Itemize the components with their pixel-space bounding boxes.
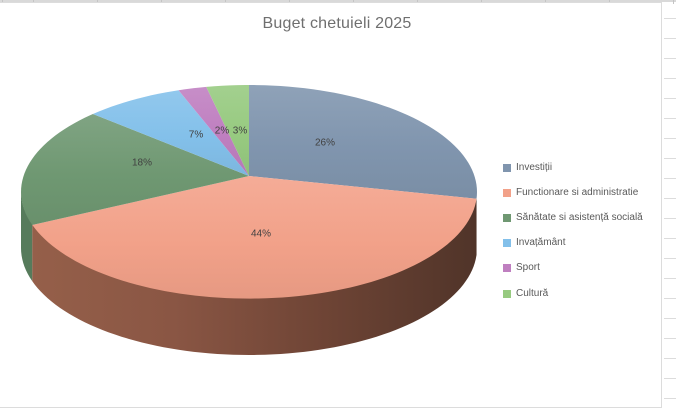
legend-item-2[interactable]: Sănătate si asistență socială — [503, 205, 643, 230]
data-label-1: 44% — [251, 229, 271, 240]
legend-swatch — [503, 289, 511, 298]
chart-legend[interactable]: Investiții Functionare si administratie Să… — [503, 155, 643, 306]
legend-swatch — [503, 239, 511, 248]
row-gridline — [664, 278, 676, 279]
row-gridline — [664, 338, 676, 339]
legend-swatch — [503, 264, 511, 273]
data-label-5: 3% — [233, 126, 248, 137]
legend-item-4[interactable]: Sport — [503, 256, 643, 281]
legend-item-0[interactable]: Investiții — [503, 155, 643, 180]
chart-title[interactable]: Buget chetuieli 2025 — [262, 15, 412, 32]
row-gridline — [664, 378, 676, 379]
row-gridline — [664, 398, 676, 399]
row-gridline — [664, 158, 676, 159]
row-gridline — [664, 18, 676, 19]
row-gridline — [664, 178, 676, 179]
legend-swatch — [503, 213, 511, 222]
row-gridline — [664, 238, 676, 239]
pie-slice-2[interactable] — [21, 114, 249, 226]
column-gridline-tick — [673, 0, 674, 4]
legend-label: Cultură — [516, 287, 549, 299]
row-gridline — [664, 298, 676, 299]
legend-swatch — [503, 163, 511, 172]
legend-label: Sport — [516, 262, 540, 274]
pie-slice-2-side[interactable] — [21, 191, 33, 282]
legend-swatch — [503, 188, 511, 197]
pie-slice-1[interactable] — [32, 176, 477, 299]
row-gridline — [664, 318, 676, 319]
row-gridline — [664, 198, 676, 199]
pie-slice-1-side[interactable] — [32, 198, 477, 355]
row-gridline — [664, 38, 676, 39]
pie-slice-5[interactable] — [206, 85, 249, 176]
data-label-0: 26% — [315, 138, 335, 149]
row-gridline — [664, 58, 676, 59]
pie-slice-3[interactable] — [92, 90, 249, 176]
pie-slice-4[interactable] — [178, 86, 249, 176]
row-gridline — [664, 138, 676, 139]
legend-label: Invațământ — [516, 237, 566, 249]
row-gridline — [664, 98, 676, 99]
legend-item-3[interactable]: Invațământ — [503, 231, 643, 256]
row-gridline — [664, 118, 676, 119]
row-gridline — [664, 258, 676, 259]
row-gridline — [664, 78, 676, 79]
legend-label: Investiții — [516, 161, 553, 173]
pie-slice-0[interactable] — [249, 85, 477, 199]
row-gridline — [664, 358, 676, 359]
legend-item-1[interactable]: Functionare si administratie — [503, 180, 643, 205]
row-gridline — [664, 218, 676, 219]
spreadsheet-top-gridline — [0, 0, 676, 2]
data-label-4: 2% — [215, 126, 230, 137]
legend-label: Functionare si administratie — [516, 186, 639, 198]
data-label-3: 7% — [189, 130, 204, 141]
legend-item-5[interactable]: Cultură — [503, 281, 643, 306]
data-label-2: 18% — [132, 158, 152, 169]
legend-label: Sănătate si asistență socială — [516, 211, 643, 223]
